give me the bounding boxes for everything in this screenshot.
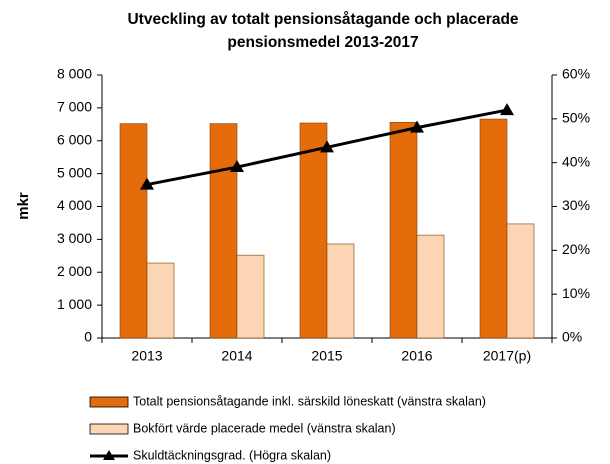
x-tick-label: 2013 [131, 348, 162, 364]
bar [119, 123, 148, 339]
y2-tick-label: 20% [562, 241, 590, 257]
y-tick-label: 8 000 [57, 66, 92, 82]
x-tick-label: 2015 [311, 348, 342, 364]
legend-swatch [89, 423, 129, 435]
legend-label: Skuldtäckningsgrad. (Högra skalan) [133, 448, 331, 462]
x-tick-label: 2017(p) [483, 348, 531, 364]
y-tick-label: 3 000 [57, 230, 92, 246]
bar [236, 254, 265, 339]
legend-swatch [89, 396, 129, 408]
bar [389, 122, 418, 339]
y2-tick-label: 0% [562, 329, 582, 345]
y2-tick-label: 50% [562, 110, 590, 126]
y-tick-label: 4 000 [57, 197, 92, 213]
chart-title: Utveckling av totalt pensionsåtagande oc… [127, 11, 519, 51]
bar [479, 118, 508, 339]
bar [416, 234, 445, 339]
bar [146, 262, 175, 339]
legend-label: Totalt pensionsåtagande inkl. särskild l… [133, 394, 486, 408]
x-tick-label: 2016 [401, 348, 432, 364]
legend-marker [103, 450, 115, 460]
line-marker [320, 140, 334, 153]
bar [506, 223, 535, 339]
y-tick-label: 7 000 [57, 99, 92, 115]
y-axis-label: mkr [15, 192, 32, 220]
line-marker [410, 120, 424, 133]
line-marker [230, 160, 244, 173]
y-tick-label: 2 000 [57, 263, 92, 279]
bar [209, 123, 238, 339]
bar [299, 122, 328, 339]
y2-tick-label: 60% [562, 66, 590, 82]
x-tick-label: 2014 [221, 348, 252, 364]
y-tick-label: 0 [84, 329, 92, 345]
y2-tick-label: 40% [562, 153, 590, 169]
line-marker [500, 103, 514, 116]
y-tick-label: 6 000 [57, 131, 92, 147]
legend-label: Bokfört värde placerade medel (vänstra s… [133, 421, 396, 435]
line-marker [140, 177, 154, 190]
y-tick-label: 1 000 [57, 296, 92, 312]
bar [326, 243, 355, 339]
y2-tick-label: 30% [562, 197, 590, 213]
y-tick-label: 5 000 [57, 164, 92, 180]
y2-tick-label: 10% [562, 285, 590, 301]
